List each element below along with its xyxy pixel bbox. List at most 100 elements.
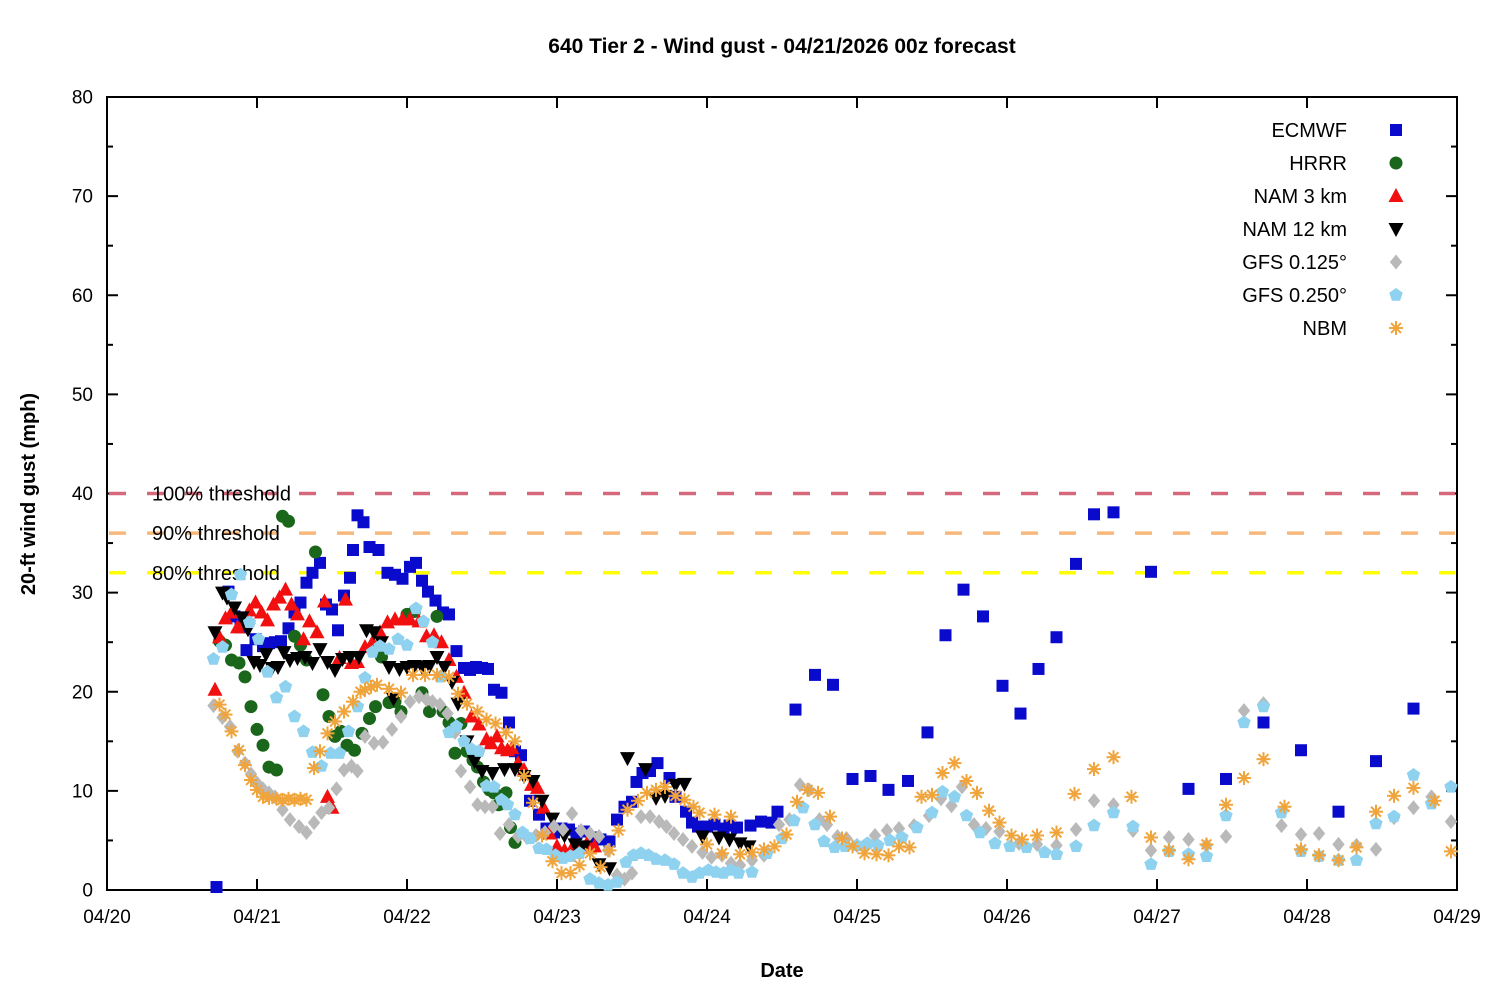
- data-point: [556, 822, 570, 838]
- data-point: [1312, 825, 1326, 841]
- data-point: [1312, 848, 1326, 863]
- series-gfs-0-125-: [207, 689, 1458, 887]
- data-point: [351, 763, 364, 779]
- data-point: [860, 836, 875, 850]
- data-point: [695, 830, 710, 845]
- data-point: [488, 716, 503, 731]
- data-point: [316, 688, 330, 702]
- data-point: [593, 860, 608, 875]
- data-point: [508, 807, 522, 821]
- data-point: [363, 712, 376, 726]
- legend-item-nbm: NBM: [1303, 318, 1403, 340]
- data-point: [535, 828, 549, 843]
- data-point: [871, 838, 885, 852]
- data-point: [1219, 828, 1233, 844]
- data-point: [260, 664, 275, 678]
- data-point: [283, 812, 297, 828]
- data-point: [790, 794, 804, 809]
- data-point: [430, 667, 444, 682]
- data-point: [223, 718, 237, 734]
- data-point: [1331, 853, 1346, 868]
- data-point: [1237, 715, 1251, 729]
- data-point: [1107, 506, 1120, 519]
- data-point: [1388, 188, 1404, 202]
- legend-item-gfs-0-250-: GFS 0.250°: [1242, 285, 1403, 307]
- data-point: [366, 626, 382, 641]
- data-point: [925, 805, 939, 819]
- data-point: [935, 784, 950, 798]
- data-point: [957, 583, 970, 596]
- data-point: [394, 685, 408, 700]
- data-point: [212, 629, 227, 644]
- data-point: [631, 793, 645, 808]
- data-point: [450, 645, 463, 658]
- data-point: [270, 660, 286, 675]
- data-point: [275, 635, 287, 648]
- data-point: [1407, 702, 1420, 715]
- data-point: [1181, 852, 1196, 867]
- data-point: [696, 844, 709, 860]
- data-point: [757, 842, 771, 857]
- data-point: [576, 840, 592, 855]
- data-point: [244, 700, 258, 714]
- data-point: [676, 831, 690, 847]
- data-point: [252, 658, 268, 673]
- data-point: [1144, 842, 1158, 858]
- data-point: [284, 596, 299, 611]
- x-tick-label: 04/29: [1433, 907, 1481, 928]
- data-point: [970, 785, 984, 800]
- data-point: [1275, 818, 1288, 834]
- data-point: [313, 744, 327, 759]
- data-point: [523, 831, 537, 845]
- data-point: [242, 615, 257, 628]
- data-point: [467, 755, 482, 770]
- data-point: [530, 779, 545, 794]
- legend-label: GFS 0.125°: [1242, 252, 1347, 274]
- data-point: [686, 799, 701, 814]
- data-point: [406, 667, 420, 682]
- data-point: [493, 825, 507, 841]
- data-point: [1069, 839, 1083, 852]
- x-tick-label: 04/24: [683, 907, 731, 928]
- data-point: [745, 845, 759, 860]
- data-point: [210, 881, 223, 894]
- data-point: [1369, 816, 1383, 830]
- y-tick-label: 80: [72, 88, 93, 109]
- data-point: [369, 700, 382, 714]
- data-point: [382, 642, 396, 655]
- data-point: [572, 846, 587, 859]
- data-point: [1199, 849, 1214, 862]
- data-point: [1049, 847, 1064, 860]
- data-point: [1067, 786, 1082, 801]
- threshold-label: 100% threshold: [152, 484, 291, 506]
- data-point: [959, 773, 974, 788]
- data-point: [602, 843, 617, 858]
- data-point: [1427, 793, 1442, 808]
- data-point: [1444, 779, 1458, 793]
- data-point: [1199, 837, 1214, 852]
- data-point: [1295, 744, 1307, 757]
- data-point: [338, 591, 353, 606]
- data-point: [396, 572, 409, 585]
- data-point: [1219, 797, 1233, 812]
- data-point: [250, 722, 264, 736]
- data-point: [1389, 156, 1403, 170]
- data-point: [667, 825, 681, 841]
- data-point: [1407, 800, 1420, 816]
- legend-item-gfs-0-125-: GFS 0.125°: [1242, 252, 1403, 274]
- series-nam-12-km: [207, 586, 757, 877]
- data-point: [638, 763, 653, 778]
- x-tick-label: 04/23: [533, 907, 581, 928]
- data-point: [715, 846, 729, 861]
- data-point: [517, 769, 531, 784]
- data-point: [1144, 857, 1158, 870]
- data-point: [233, 567, 248, 581]
- data-point: [563, 866, 578, 881]
- data-point: [1037, 845, 1052, 858]
- data-point: [707, 807, 722, 822]
- data-point: [212, 697, 227, 712]
- data-point: [218, 707, 233, 722]
- data-point: [1237, 703, 1251, 719]
